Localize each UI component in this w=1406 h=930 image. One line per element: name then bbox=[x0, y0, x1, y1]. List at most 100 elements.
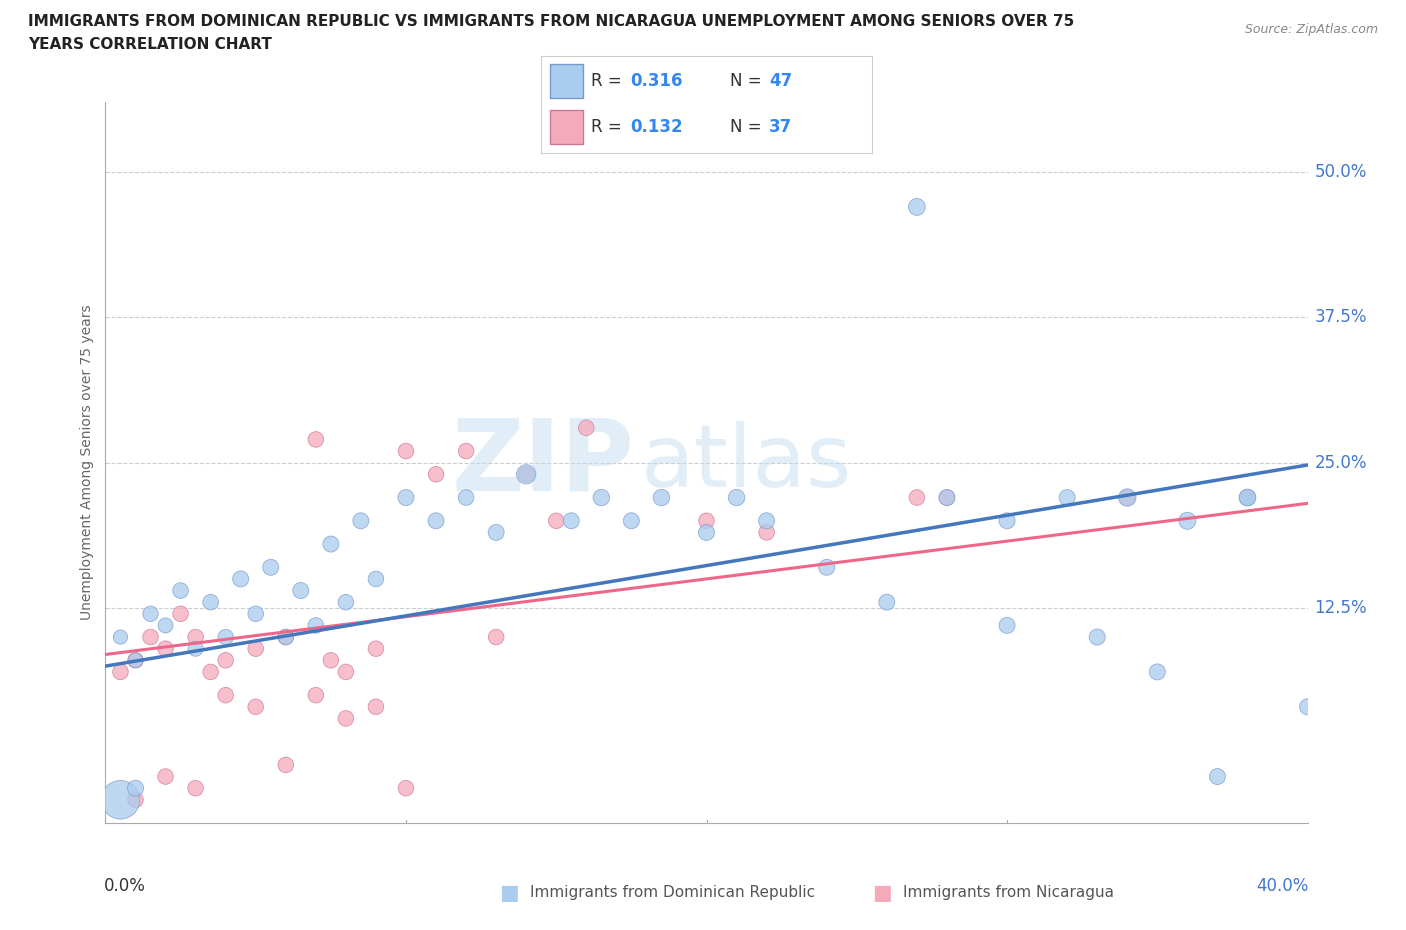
Point bbox=[815, 560, 838, 575]
Point bbox=[395, 444, 418, 458]
Point bbox=[1085, 630, 1108, 644]
Point bbox=[936, 490, 959, 505]
Point bbox=[485, 525, 508, 539]
Point bbox=[575, 420, 598, 435]
Point bbox=[755, 513, 778, 528]
Point bbox=[290, 583, 312, 598]
Text: Immigrants from Nicaragua: Immigrants from Nicaragua bbox=[903, 885, 1114, 900]
Point bbox=[184, 781, 207, 796]
Point bbox=[124, 781, 146, 796]
Point bbox=[1236, 490, 1258, 505]
Point bbox=[319, 537, 342, 551]
Text: atlas: atlas bbox=[640, 420, 852, 505]
Point bbox=[696, 513, 718, 528]
Point bbox=[274, 630, 297, 644]
Text: N =: N = bbox=[730, 117, 766, 136]
Point bbox=[560, 513, 582, 528]
Point bbox=[1296, 699, 1319, 714]
Text: Source: ZipAtlas.com: Source: ZipAtlas.com bbox=[1244, 23, 1378, 36]
Point bbox=[245, 642, 267, 657]
Text: ZIP: ZIP bbox=[451, 414, 634, 512]
Point bbox=[124, 653, 146, 668]
Point bbox=[1116, 490, 1139, 505]
Point bbox=[876, 595, 898, 610]
Text: 37.5%: 37.5% bbox=[1315, 309, 1367, 326]
Point bbox=[454, 490, 477, 505]
Point bbox=[110, 630, 132, 644]
Point bbox=[454, 444, 477, 458]
Text: 40.0%: 40.0% bbox=[1257, 877, 1309, 895]
Point bbox=[725, 490, 748, 505]
Point bbox=[485, 630, 508, 644]
Point bbox=[395, 781, 418, 796]
Point bbox=[229, 571, 252, 587]
Point bbox=[1146, 664, 1168, 679]
Point bbox=[350, 513, 373, 528]
Point bbox=[620, 513, 643, 528]
Text: ■: ■ bbox=[499, 883, 519, 903]
Point bbox=[936, 490, 959, 505]
FancyBboxPatch shape bbox=[550, 63, 582, 98]
Point bbox=[995, 513, 1018, 528]
Point bbox=[110, 792, 132, 807]
Text: 0.0%: 0.0% bbox=[104, 877, 146, 895]
Point bbox=[650, 490, 672, 505]
Point bbox=[214, 630, 236, 644]
Text: N =: N = bbox=[730, 72, 766, 89]
Point bbox=[139, 606, 162, 621]
Point bbox=[1116, 490, 1139, 505]
Point bbox=[1056, 490, 1078, 505]
Point bbox=[155, 769, 177, 784]
Point bbox=[425, 513, 447, 528]
Text: Immigrants from Dominican Republic: Immigrants from Dominican Republic bbox=[530, 885, 815, 900]
Point bbox=[591, 490, 613, 505]
Point bbox=[155, 642, 177, 657]
Point bbox=[124, 792, 146, 807]
Point bbox=[905, 200, 928, 215]
Text: IMMIGRANTS FROM DOMINICAN REPUBLIC VS IMMIGRANTS FROM NICARAGUA UNEMPLOYMENT AMO: IMMIGRANTS FROM DOMINICAN REPUBLIC VS IM… bbox=[28, 14, 1074, 29]
Point bbox=[260, 560, 283, 575]
Point bbox=[515, 467, 537, 482]
Text: 0.316: 0.316 bbox=[630, 72, 683, 89]
Text: 37: 37 bbox=[769, 117, 793, 136]
Point bbox=[1236, 490, 1258, 505]
Point bbox=[305, 432, 328, 447]
Text: 47: 47 bbox=[769, 72, 793, 89]
Point bbox=[515, 467, 537, 482]
Point bbox=[169, 606, 191, 621]
Point bbox=[364, 699, 387, 714]
Point bbox=[139, 630, 162, 644]
Point bbox=[305, 688, 328, 703]
Text: R =: R = bbox=[591, 72, 627, 89]
Point bbox=[155, 618, 177, 633]
Text: YEARS CORRELATION CHART: YEARS CORRELATION CHART bbox=[28, 37, 271, 52]
Point bbox=[200, 664, 222, 679]
Text: 0.132: 0.132 bbox=[630, 117, 683, 136]
Point bbox=[245, 606, 267, 621]
Point bbox=[1206, 769, 1229, 784]
Point bbox=[1175, 513, 1198, 528]
Text: 50.0%: 50.0% bbox=[1315, 163, 1367, 181]
Text: R =: R = bbox=[591, 117, 627, 136]
FancyBboxPatch shape bbox=[550, 110, 582, 144]
Point bbox=[364, 571, 387, 587]
Point bbox=[214, 653, 236, 668]
Point bbox=[696, 525, 718, 539]
Point bbox=[319, 653, 342, 668]
Text: ■: ■ bbox=[872, 883, 891, 903]
Point bbox=[169, 583, 191, 598]
Point bbox=[755, 525, 778, 539]
Point bbox=[214, 688, 236, 703]
Point bbox=[546, 513, 568, 528]
Point bbox=[335, 711, 357, 725]
Point bbox=[184, 642, 207, 657]
Point bbox=[110, 664, 132, 679]
Point bbox=[305, 618, 328, 633]
Point bbox=[200, 595, 222, 610]
Point bbox=[184, 630, 207, 644]
Point bbox=[1236, 490, 1258, 505]
Point bbox=[274, 630, 297, 644]
Point bbox=[995, 618, 1018, 633]
Point bbox=[425, 467, 447, 482]
Text: 25.0%: 25.0% bbox=[1315, 454, 1367, 472]
